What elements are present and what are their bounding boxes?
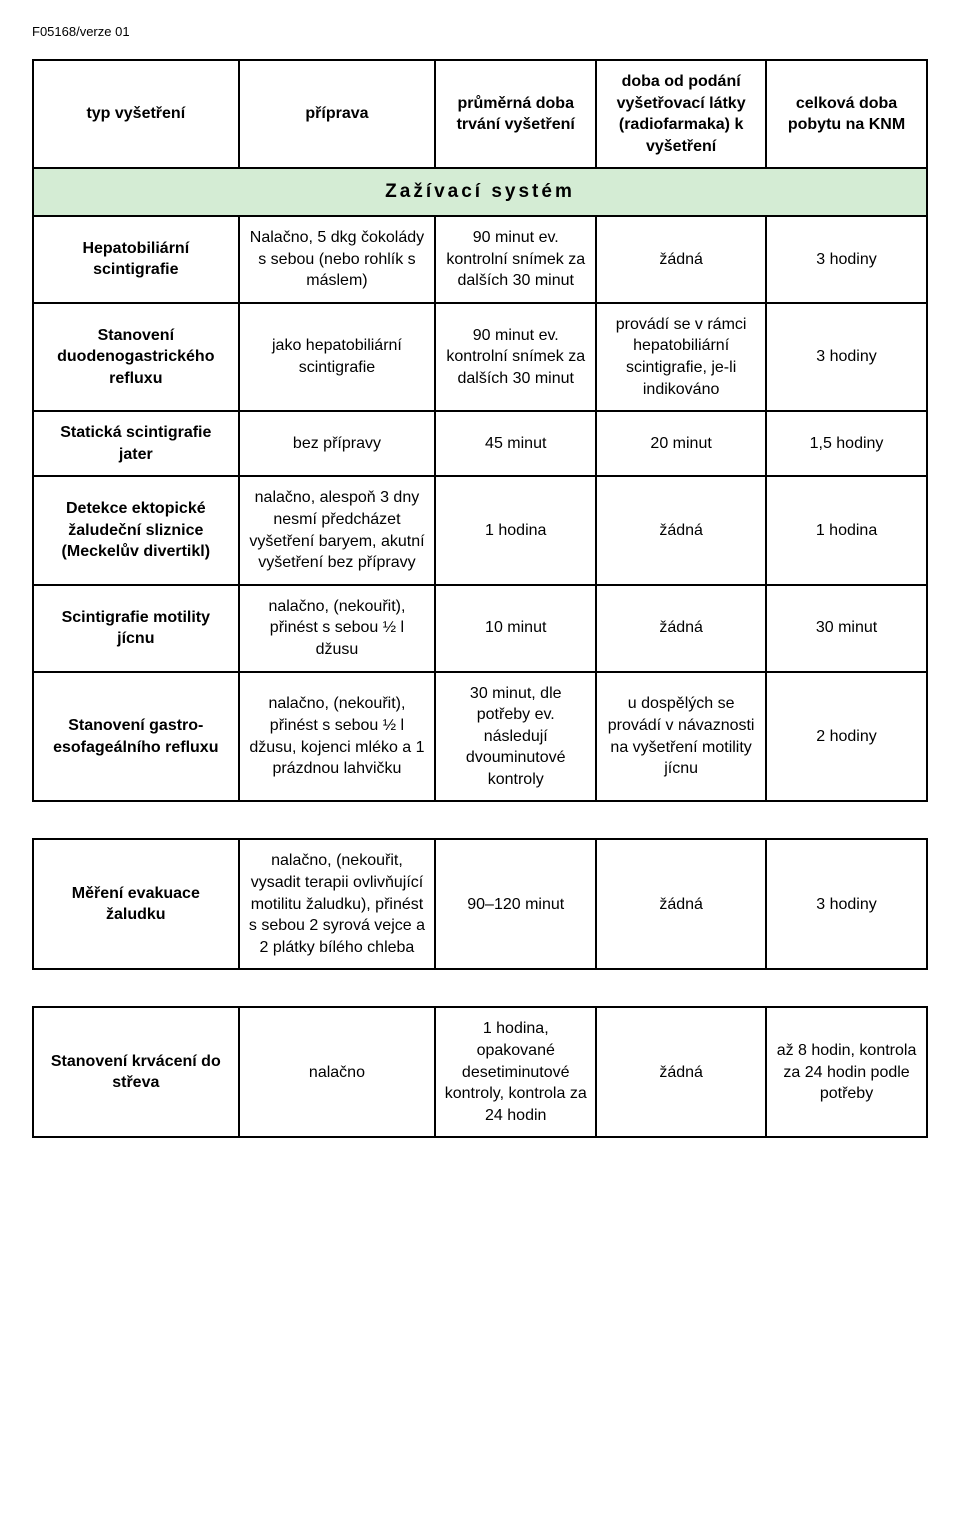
row-delay: provádí se v rámci hepatobiliární scinti… [596, 303, 766, 411]
table-row: Statická scintigrafie jater bez přípravy… [33, 411, 927, 476]
section-title: Zažívací systém [33, 168, 927, 216]
row-name: Stanovení duodenogastrického refluxu [33, 303, 239, 411]
document-code: F05168/verze 01 [32, 24, 928, 39]
row-duration: 90 minut ev. kontrolní snímek za dalších… [435, 216, 596, 303]
row-delay: žádná [596, 216, 766, 303]
row-duration: 1 hodina, opakované desetiminutové kontr… [435, 1007, 596, 1137]
table-header-row: typ vyšetření příprava průměrná doba trv… [33, 60, 927, 168]
table-row: Detekce ektopické žaludeční sliznice (Me… [33, 476, 927, 584]
row-duration: 45 minut [435, 411, 596, 476]
secondary-table-2: Stanovení krvácení do střeva nalačno 1 h… [32, 1006, 928, 1138]
table-row: Stanovení duodenogastrického refluxu jak… [33, 303, 927, 411]
row-duration: 10 minut [435, 585, 596, 672]
row-duration: 90 minut ev. kontrolní snímek za dalších… [435, 303, 596, 411]
row-name: Měření evakuace žaludku [33, 839, 239, 969]
row-total: 1,5 hodiny [766, 411, 927, 476]
col-header-total: celková doba pobytu na KNM [766, 60, 927, 168]
secondary-table-1: Měření evakuace žaludku nalačno, (nekouř… [32, 838, 928, 970]
row-name: Detekce ektopické žaludeční sliznice (Me… [33, 476, 239, 584]
table-gap [32, 970, 928, 1006]
row-delay: žádná [596, 476, 766, 584]
row-prep: nalačno [239, 1007, 436, 1137]
row-prep: bez přípravy [239, 411, 436, 476]
row-name: Hepatobiliární scintigrafie [33, 216, 239, 303]
row-name: Statická scintigrafie jater [33, 411, 239, 476]
row-total: 2 hodiny [766, 672, 927, 802]
row-name: Stanovení krvácení do střeva [33, 1007, 239, 1137]
row-delay: žádná [596, 1007, 766, 1137]
row-prep: nalačno, (nekouřit), přinést s sebou ½ l… [239, 585, 436, 672]
table-gap [32, 802, 928, 838]
row-duration: 1 hodina [435, 476, 596, 584]
row-prep: nalačno, (nekouřit), přinést s sebou ½ l… [239, 672, 436, 802]
row-prep: nalačno, (nekouřit, vysadit terapii ovli… [239, 839, 436, 969]
col-header-type: typ vyšetření [33, 60, 239, 168]
main-table: typ vyšetření příprava průměrná doba trv… [32, 59, 928, 802]
table-row: Měření evakuace žaludku nalačno, (nekouř… [33, 839, 927, 969]
row-total: 1 hodina [766, 476, 927, 584]
row-prep: nalačno, alespoň 3 dny nesmí předcházet … [239, 476, 436, 584]
row-total: až 8 hodin, kontrola za 24 hodin podle p… [766, 1007, 927, 1137]
row-total: 3 hodiny [766, 303, 927, 411]
row-duration: 90–120 minut [435, 839, 596, 969]
section-header-row: Zažívací systém [33, 168, 927, 216]
row-delay: žádná [596, 585, 766, 672]
row-delay: žádná [596, 839, 766, 969]
row-prep: jako hepatobiliární scintigrafie [239, 303, 436, 411]
table-row: Stanovení krvácení do střeva nalačno 1 h… [33, 1007, 927, 1137]
table-row: Stanovení gastro-esofageálního refluxu n… [33, 672, 927, 802]
col-header-delay: doba od podání vyšetřovací látky (radiof… [596, 60, 766, 168]
col-header-prep: příprava [239, 60, 436, 168]
row-name: Scintigrafie motility jícnu [33, 585, 239, 672]
table-row: Hepatobiliární scintigrafie Nalačno, 5 d… [33, 216, 927, 303]
table-row: Scintigrafie motility jícnu nalačno, (ne… [33, 585, 927, 672]
row-total: 3 hodiny [766, 216, 927, 303]
row-duration: 30 minut, dle potřeby ev. následují dvou… [435, 672, 596, 802]
row-total: 30 minut [766, 585, 927, 672]
col-header-duration: průměrná doba trvání vyšetření [435, 60, 596, 168]
row-name: Stanovení gastro-esofageálního refluxu [33, 672, 239, 802]
row-delay: 20 minut [596, 411, 766, 476]
row-total: 3 hodiny [766, 839, 927, 969]
row-delay: u dospělých se provádí v návaznosti na v… [596, 672, 766, 802]
row-prep: Nalačno, 5 dkg čokolády s sebou (nebo ro… [239, 216, 436, 303]
